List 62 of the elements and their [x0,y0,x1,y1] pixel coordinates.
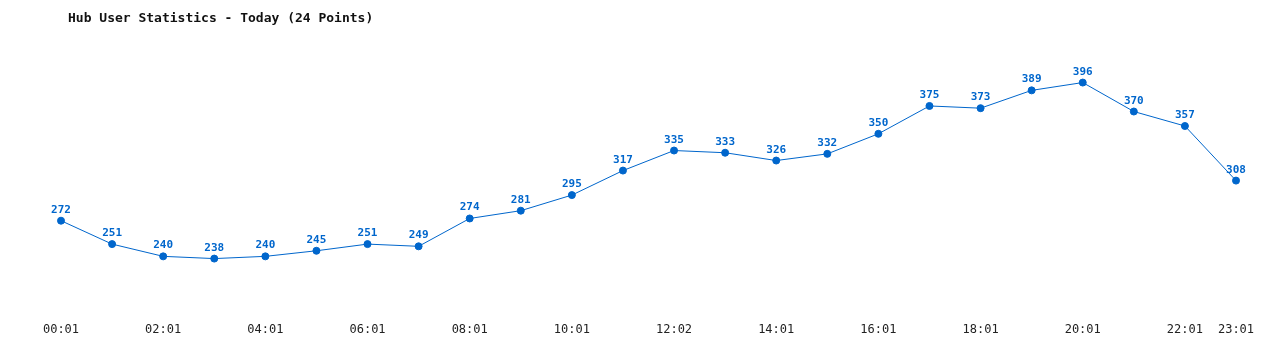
data-label: 350 [868,115,889,129]
point [567,191,576,200]
x-tick-label: 18:01 [962,321,999,336]
data-label: 240 [153,238,174,252]
point [618,166,627,175]
point [414,242,423,251]
point [976,104,985,113]
point [1027,86,1036,95]
point [261,252,270,261]
point [874,129,883,138]
data-label: 333 [715,134,736,148]
data-label: 335 [664,132,684,146]
data-label: 396 [1072,64,1094,78]
data-label: 274 [459,200,480,214]
point [721,148,730,157]
point [108,240,117,249]
point [925,101,934,110]
chart-title: Hub User Statistics - Today (24 Points) [68,10,374,25]
point [516,206,525,215]
point [1078,78,1087,87]
data-label: 389 [1021,72,1042,86]
point [312,246,321,255]
data-label: 332 [817,135,838,149]
point [670,146,679,155]
x-tick-label: 14:01 [758,321,795,336]
data-label: 295 [561,177,582,191]
data-label: 238 [204,240,225,254]
data-label: 249 [408,228,429,242]
data-label: 240 [255,238,276,252]
x-tick-label: 20:01 [1064,321,1101,336]
x-tick-label: 00:01 [42,321,80,336]
data-label: 251 [102,226,123,240]
data-label: 375 [919,87,940,101]
data-label: 251 [357,226,378,240]
x-tick-label: 16:01 [860,321,897,336]
point [1129,107,1138,116]
point [1180,122,1189,131]
point [823,149,832,158]
data-label: 326 [766,142,787,156]
data-label: 281 [510,192,532,206]
data-label: 272 [51,202,71,216]
x-tick-label: 22:01 [1166,321,1203,336]
x-tick-label: 23:01 [1217,321,1255,336]
point [159,252,168,261]
x-tick-label: 04:01 [247,321,284,336]
point [210,254,219,263]
data-label: 245 [306,232,327,246]
data-label: 317 [613,152,633,166]
data-label: 370 [1123,93,1144,107]
x-tick-label: 12:02 [655,321,693,336]
data-label: 373 [970,90,991,104]
point [363,240,372,249]
x-tick-label: 10:01 [553,321,590,336]
point [465,214,474,223]
point [772,156,781,165]
x-tick-label: 06:01 [349,321,386,336]
x-tick-label: 02:01 [145,321,182,336]
data-label: 308 [1226,162,1246,176]
x-tick-label: 08:01 [451,321,488,336]
data-label: 357 [1174,108,1195,122]
point [1232,176,1240,185]
point [57,216,65,225]
